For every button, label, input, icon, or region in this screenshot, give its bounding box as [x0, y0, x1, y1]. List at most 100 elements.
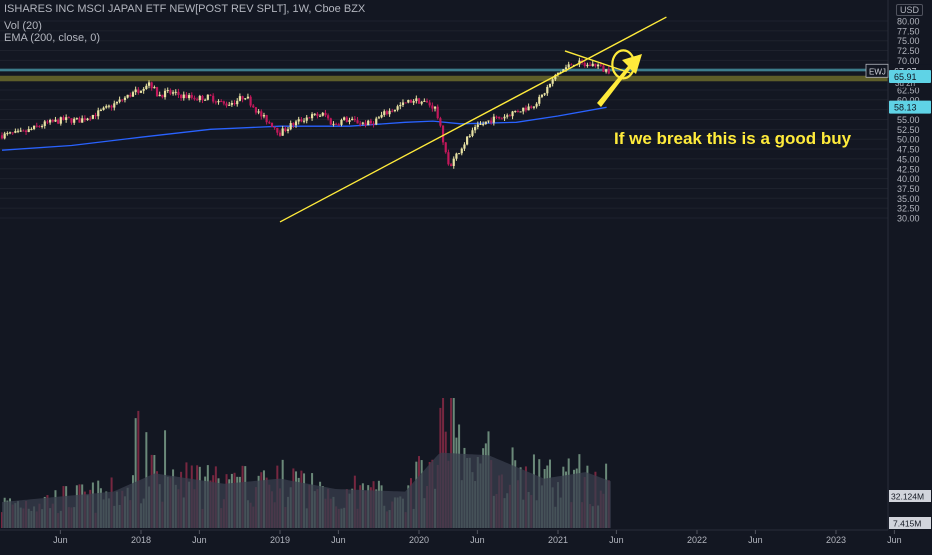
candle-body — [94, 114, 97, 117]
candle-body — [564, 67, 568, 70]
candle-body — [524, 107, 528, 111]
candle-body — [495, 116, 498, 118]
candle — [91, 114, 94, 120]
candle — [327, 113, 330, 121]
y-tick-label: 40.00 — [897, 174, 920, 184]
candle-body — [487, 120, 490, 122]
support-zone — [0, 75, 888, 82]
support-zone-rect — [0, 75, 888, 82]
candle — [343, 116, 346, 121]
candle — [121, 99, 124, 103]
candle — [150, 81, 153, 91]
candle — [482, 121, 485, 127]
candle — [196, 97, 199, 101]
candle — [372, 121, 375, 128]
candle-body — [471, 130, 474, 136]
candle-body — [506, 115, 509, 117]
price-axis[interactable]: 80.0077.5075.0072.5070.0067.5065.0062.50… — [887, 0, 932, 550]
candle-body — [492, 116, 495, 123]
candle-body — [415, 98, 418, 102]
candle — [596, 63, 600, 69]
candle-body — [201, 95, 204, 101]
candle — [383, 109, 386, 117]
candle — [8, 131, 12, 135]
x-tick-label: 2019 — [270, 535, 290, 545]
candle — [439, 116, 442, 128]
candle-body — [562, 69, 565, 72]
candle — [153, 85, 156, 89]
candle-body — [297, 119, 300, 122]
candle — [543, 92, 546, 97]
candle — [538, 94, 541, 107]
candle-body — [153, 87, 156, 89]
candle-body — [246, 96, 250, 99]
candle-body — [171, 92, 175, 94]
y-tick-label: 32.50 — [897, 204, 920, 214]
candle — [206, 94, 209, 101]
candle-body — [324, 112, 327, 116]
candle-body — [404, 102, 407, 104]
y-tick-label: 80.00 — [897, 17, 920, 27]
candle-body — [182, 94, 185, 99]
candle — [511, 110, 514, 120]
volume-ma-area — [2, 452, 611, 528]
volume-legend[interactable]: Vol (20) — [4, 20, 42, 32]
candle — [46, 119, 49, 125]
candle-body — [605, 69, 608, 72]
candle-body — [102, 107, 105, 110]
candle-body — [527, 106, 530, 111]
candle — [302, 118, 306, 124]
candle-body — [57, 119, 60, 124]
candle-body — [308, 117, 311, 119]
candle — [433, 106, 437, 112]
candle-body — [444, 142, 447, 153]
candle — [313, 113, 316, 116]
candle-body — [126, 94, 129, 98]
candle-body — [543, 93, 546, 95]
candle-body — [73, 118, 76, 123]
candle — [241, 95, 244, 103]
candle-body — [377, 117, 381, 119]
candle-body — [105, 106, 108, 108]
candle-body — [466, 136, 469, 145]
candle-body — [163, 90, 167, 98]
candle — [11, 132, 14, 135]
candle — [340, 118, 343, 127]
candle-body — [409, 99, 413, 103]
candle-body — [150, 82, 153, 89]
candle — [460, 147, 463, 156]
candle — [530, 105, 533, 109]
candle — [43, 119, 46, 129]
candle-body — [353, 118, 356, 121]
candle-body — [81, 118, 84, 123]
candle — [169, 88, 172, 96]
time-axis[interactable]: Jun 2018 Jun 2019 Jun 2020 Jun 2021 Jun 2022 Jun 20… — [0, 529, 902, 545]
candle — [268, 120, 271, 125]
candle — [40, 124, 44, 129]
candle — [276, 127, 279, 136]
ema-legend[interactable]: EMA (200, close, 0) — [4, 32, 100, 44]
candle-body — [123, 97, 127, 101]
candle — [500, 117, 503, 120]
candle — [233, 100, 236, 106]
candle — [62, 115, 65, 121]
candle-body — [583, 62, 586, 67]
candle — [113, 100, 116, 111]
candle — [329, 117, 332, 125]
candle — [212, 93, 215, 104]
candle-body — [115, 101, 119, 104]
candle — [19, 127, 22, 132]
candle-body — [391, 110, 394, 112]
candle — [142, 87, 145, 94]
candle-body — [393, 109, 397, 112]
candle-body — [516, 110, 520, 112]
candle-body — [281, 128, 284, 136]
volume-bar — [134, 418, 137, 528]
candle-body — [24, 130, 28, 133]
candle-body — [198, 95, 201, 101]
symbol-tag-bg — [865, 63, 889, 78]
x-tick-label: Jun — [53, 535, 68, 545]
currency-badge[interactable]: USD — [895, 4, 923, 16]
candle — [51, 118, 54, 123]
